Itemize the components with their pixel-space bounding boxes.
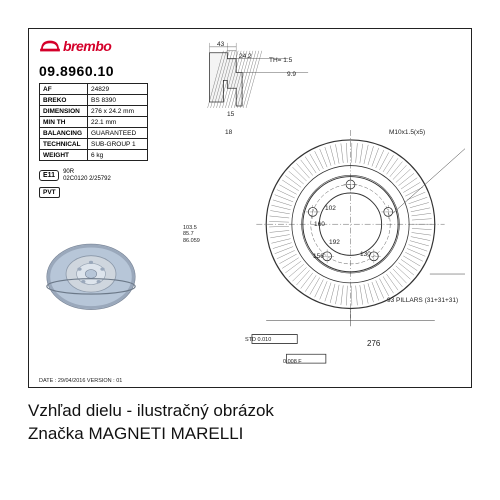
spec-row: BALANCINGGUARANTEED: [40, 128, 148, 139]
caption-line-1: Vzhľad dielu - ilustračný obrázok: [28, 400, 274, 423]
spec-row: BREKOBS 8390: [40, 95, 148, 106]
ann-s242: 24.2: [239, 53, 252, 60]
pvt-badge: PVT: [39, 187, 60, 198]
spec-val: 22.1 mm: [88, 117, 148, 128]
spec-key: BALANCING: [40, 128, 88, 139]
caliper-icon: [39, 37, 61, 55]
e11-badge: E11: [39, 170, 59, 181]
caption-line-2: Značka MAGNETI MARELLI: [28, 423, 274, 446]
ann-s99: 9.9: [287, 71, 296, 78]
ann-d160: 160: [314, 221, 325, 228]
approval-block: E11 90R 02C0120 2/25792: [39, 169, 111, 182]
spec-key: AF: [40, 84, 88, 95]
logo-text: brembo: [63, 38, 111, 54]
ann-d130: 130: [360, 251, 371, 258]
ann-tol2: 0.008 F: [283, 359, 302, 365]
caption-block: Vzhľad dielu - ilustračný obrázok Značka…: [28, 400, 274, 446]
spec-val: SUB-GROUP 1: [88, 139, 148, 150]
ann-d192: 192: [329, 239, 340, 246]
product-photo: [43, 224, 139, 320]
ann-l18: 18: [225, 129, 232, 136]
ann-hole: M10x1.5(x5): [389, 129, 425, 136]
brembo-logo: brembo: [39, 37, 111, 55]
ann-d156: 156: [313, 253, 324, 260]
spec-table: AF24829BREKOBS 8390DIMENSION276 x 24.2 m…: [39, 83, 148, 161]
spec-val: 6 kg: [88, 150, 148, 161]
ann-pillars: 93 PILLARS (31+31+31): [387, 297, 458, 304]
spec-key: TECHNICAL: [40, 139, 88, 150]
approval-number: 90R 02C0120 2/25792: [63, 169, 111, 182]
engineering-drawing: [167, 37, 465, 372]
spec-key: WEIGHT: [40, 150, 88, 161]
ann-dims-small: 103.5 85.7 86.059: [183, 225, 200, 244]
part-number: 09.8960.10: [39, 63, 114, 79]
spec-row: WEIGHT6 kg: [40, 150, 148, 161]
spec-key: MIN TH: [40, 117, 88, 128]
spec-row: AF24829: [40, 84, 148, 95]
ann-th: TH= 1.5: [269, 57, 292, 64]
ann-tol: STD 0.010: [245, 337, 271, 343]
sheet-footer: DATE : 29/04/2016 VERSION : 01: [39, 378, 122, 384]
spec-row: TECHNICALSUB-GROUP 1: [40, 139, 148, 150]
spec-val: BS 8390: [88, 95, 148, 106]
drawing-sheet: brembo 09.8960.10 AF24829BREKOBS 8390DIM…: [28, 28, 472, 388]
spec-key: BREKO: [40, 95, 88, 106]
ann-d102: 102: [325, 205, 336, 212]
spec-val: GUARANTEED: [88, 128, 148, 139]
ann-s43: 43: [217, 41, 224, 48]
ann-d276: 276: [367, 339, 380, 348]
spec-val: 24829: [88, 84, 148, 95]
spec-val: 276 x 24.2 mm: [88, 106, 148, 117]
spec-key: DIMENSION: [40, 106, 88, 117]
ann-l15: 15: [227, 111, 234, 118]
spec-row: DIMENSION276 x 24.2 mm: [40, 106, 148, 117]
spec-row: MIN TH22.1 mm: [40, 117, 148, 128]
